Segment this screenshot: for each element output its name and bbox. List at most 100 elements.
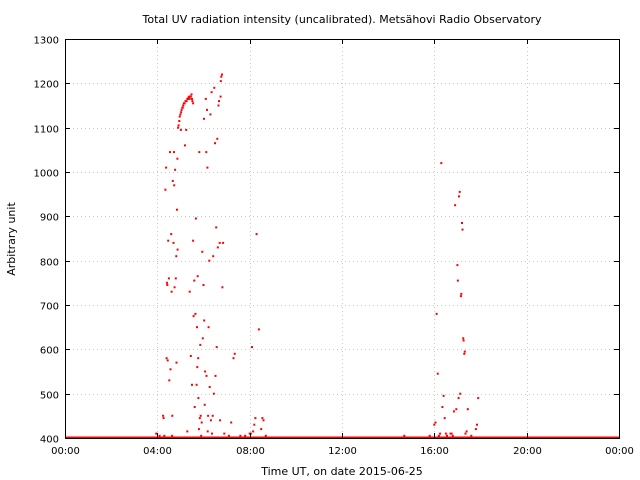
y-tick-label: 1000	[34, 169, 59, 180]
data-point	[167, 239, 170, 242]
data-point	[179, 128, 182, 131]
data-point	[189, 355, 192, 357]
data-point	[436, 372, 439, 375]
data-point	[165, 166, 168, 169]
data-point	[198, 151, 201, 154]
data-point	[456, 264, 459, 267]
data-point	[455, 408, 458, 411]
data-point	[192, 102, 195, 105]
data-point	[192, 315, 195, 318]
data-point	[180, 108, 183, 111]
data-point	[178, 120, 181, 122]
data-point	[158, 434, 161, 437]
y-tick-label: 1300	[34, 36, 59, 47]
data-point	[435, 312, 438, 315]
data-point	[191, 97, 193, 100]
data-point	[459, 295, 462, 298]
data-point	[180, 111, 183, 114]
data-point	[442, 394, 445, 397]
data-point	[185, 100, 188, 103]
x-tick-label: 00:00	[605, 446, 634, 457]
data-point	[192, 239, 195, 242]
data-point	[232, 357, 235, 360]
data-point	[474, 428, 477, 431]
data-point	[456, 279, 459, 282]
data-point	[203, 403, 206, 406]
data-point	[208, 259, 211, 262]
data-point	[457, 397, 460, 400]
data-point	[217, 104, 220, 107]
data-point	[176, 208, 178, 211]
data-point	[214, 142, 216, 145]
y-tick-label: 800	[40, 258, 59, 269]
data-points	[155, 73, 480, 439]
data-point	[173, 286, 176, 289]
data-point	[183, 102, 186, 105]
data-point	[441, 406, 444, 408]
data-point	[446, 434, 448, 437]
data-point	[201, 337, 204, 340]
data-point	[175, 361, 178, 364]
data-point	[188, 97, 191, 100]
data-point	[215, 346, 218, 349]
data-point	[443, 417, 446, 420]
data-point	[201, 250, 204, 253]
data-point	[465, 430, 468, 433]
data-point	[255, 233, 258, 236]
data-point	[215, 226, 218, 229]
data-point	[188, 290, 191, 293]
data-point	[433, 423, 436, 426]
data-point	[233, 352, 236, 355]
data-point	[202, 284, 205, 286]
data-point	[261, 417, 264, 420]
data-point	[211, 414, 214, 417]
data-point	[174, 277, 177, 280]
data-point	[254, 417, 257, 420]
data-point	[218, 100, 220, 103]
data-point	[181, 106, 184, 109]
data-point	[458, 190, 461, 193]
data-point	[179, 113, 182, 116]
data-point	[227, 434, 230, 437]
data-point	[198, 417, 201, 420]
data-point	[204, 97, 207, 100]
data-point	[170, 233, 173, 236]
data-point	[196, 275, 199, 278]
x-tick-label: 08:00	[236, 446, 265, 457]
data-point	[178, 115, 181, 118]
data-point	[197, 428, 200, 431]
data-point	[194, 217, 197, 220]
data-point	[461, 228, 464, 231]
y-tick-label: 600	[40, 346, 59, 357]
data-point	[171, 414, 174, 417]
data-point	[444, 432, 447, 435]
data-point	[155, 432, 158, 435]
data-point	[222, 241, 225, 244]
data-point	[199, 343, 202, 346]
x-tick-label: 12:00	[328, 446, 357, 457]
data-point	[220, 75, 223, 78]
data-point	[458, 195, 460, 198]
data-point	[450, 432, 453, 435]
data-point	[244, 434, 247, 437]
data-point	[209, 419, 212, 422]
data-point	[200, 421, 203, 424]
data-point	[191, 100, 194, 103]
data-point	[239, 434, 242, 437]
data-point	[206, 108, 208, 111]
data-point	[260, 428, 263, 431]
data-point	[170, 290, 173, 293]
data-point	[176, 248, 179, 251]
data-point	[219, 419, 222, 422]
data-point	[172, 241, 175, 244]
data-point	[163, 434, 166, 437]
data-point	[434, 421, 437, 424]
data-point	[193, 279, 196, 282]
data-point	[171, 434, 174, 437]
data-point	[221, 286, 224, 289]
data-point	[205, 151, 208, 154]
data-point	[462, 337, 465, 340]
data-point	[177, 126, 180, 129]
data-point	[459, 392, 462, 395]
